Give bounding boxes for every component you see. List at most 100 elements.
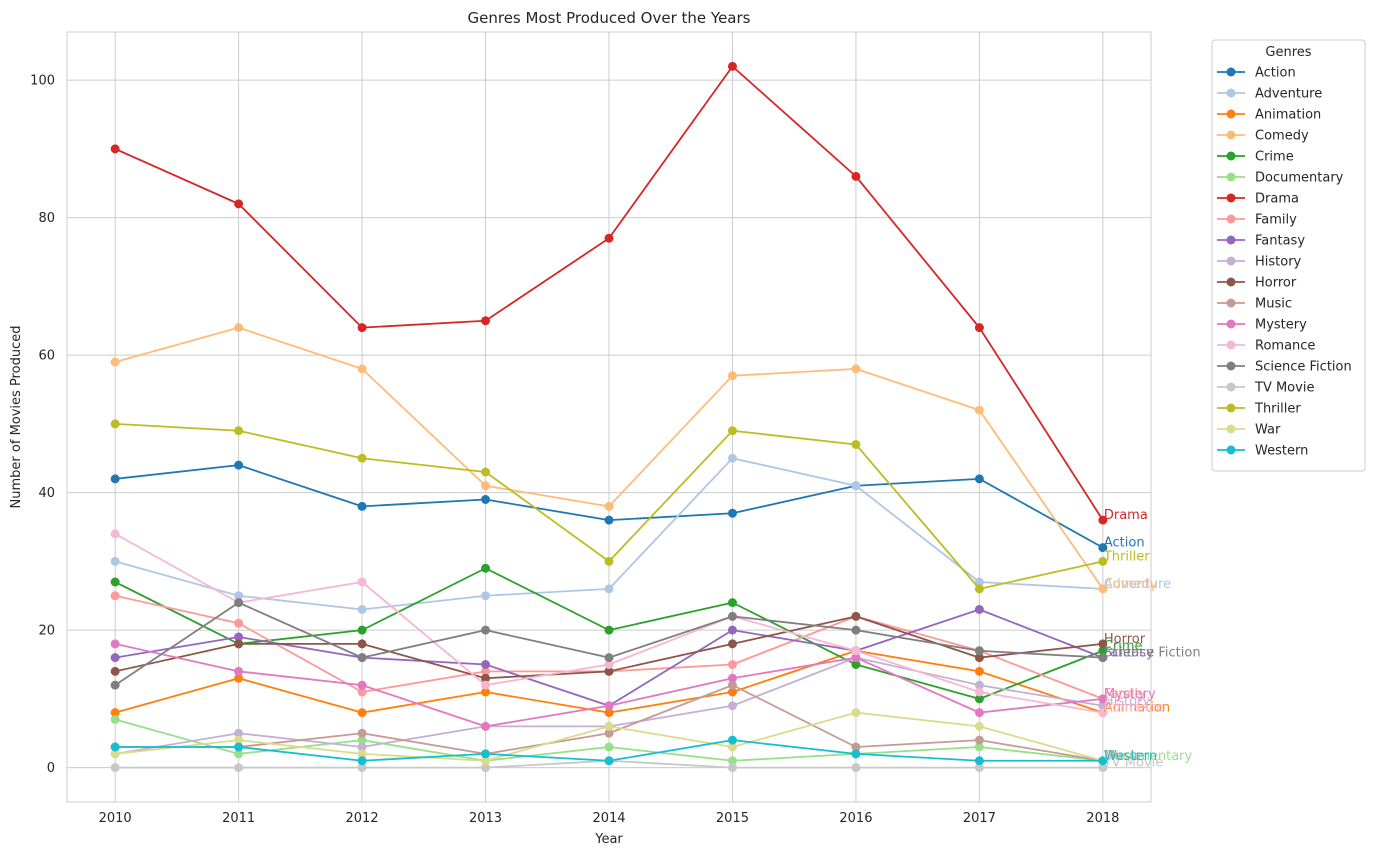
legend-label: Horror	[1255, 276, 1297, 291]
series-lines	[110, 61, 1108, 773]
data-point	[604, 501, 614, 511]
legend-swatch-marker	[1226, 172, 1236, 182]
axis-ticks: 2010 2011 2012 2013 2014 2015 2016 2017 2018 0 20 4…	[30, 74, 1119, 826]
data-point	[357, 577, 367, 587]
data-point	[110, 577, 120, 587]
data-point	[357, 728, 367, 738]
data-point	[851, 611, 861, 621]
data-point	[727, 660, 737, 669]
data-point	[604, 708, 614, 718]
data-point	[234, 323, 244, 333]
x-tick-label: 2015	[716, 811, 749, 826]
series-end-label: Fantasy	[1104, 646, 1154, 661]
data-point	[110, 742, 120, 752]
data-point	[851, 708, 861, 718]
legend-swatch-marker	[1226, 67, 1236, 77]
data-point	[110, 666, 120, 676]
series-end-label: Romance	[1104, 701, 1164, 716]
data-point	[604, 728, 614, 738]
legend-swatch-marker	[1226, 382, 1236, 392]
legend-label: Romance	[1255, 339, 1315, 354]
legend-label: Drama	[1255, 192, 1299, 207]
data-point	[481, 660, 491, 669]
data-point	[851, 171, 861, 181]
data-point	[481, 563, 491, 573]
data-point	[1098, 584, 1108, 594]
legend-swatch-marker	[1226, 361, 1236, 371]
data-point	[481, 673, 491, 683]
data-point	[727, 756, 737, 766]
data-point	[357, 501, 367, 511]
data-point	[604, 653, 614, 663]
data-point	[481, 467, 491, 477]
data-point	[727, 673, 737, 683]
data-point	[974, 687, 984, 697]
data-point	[604, 584, 614, 594]
x-tick-label: 2014	[592, 811, 625, 826]
legend-label: Thriller	[1254, 402, 1301, 417]
data-point	[727, 508, 737, 518]
series-end-label: History	[1104, 694, 1151, 709]
data-point	[234, 460, 244, 470]
legend-item: Thriller	[1217, 402, 1301, 417]
data-point	[481, 763, 491, 773]
legend-label: Documentary	[1255, 171, 1344, 186]
data-point	[357, 680, 367, 690]
series-end-label: Action	[1104, 536, 1145, 551]
data-point	[851, 364, 861, 374]
legend-label: Fantasy	[1255, 234, 1305, 249]
legend-swatch-marker	[1226, 151, 1236, 161]
legend-item: Adventure	[1217, 87, 1322, 102]
data-point	[851, 742, 861, 752]
legend-swatch-marker	[1226, 109, 1236, 119]
data-point	[481, 625, 491, 635]
data-point	[357, 323, 367, 333]
data-point	[851, 763, 861, 773]
data-point	[974, 474, 984, 484]
data-point	[110, 474, 120, 484]
data-point	[234, 666, 244, 676]
data-point	[604, 666, 614, 676]
x-tick-label: 2011	[222, 811, 255, 826]
y-tick-label: 40	[38, 486, 55, 501]
data-point	[481, 687, 491, 697]
data-point	[357, 639, 367, 649]
series-end-label: Mystery	[1104, 687, 1156, 702]
data-point	[234, 735, 244, 745]
legend-swatch-marker	[1226, 214, 1236, 224]
x-tick-label: 2013	[469, 811, 502, 826]
data-point	[234, 199, 244, 209]
series-end-label: War	[1104, 749, 1130, 764]
data-point	[974, 405, 984, 415]
x-tick-label: 2010	[99, 811, 132, 826]
data-point	[604, 742, 614, 752]
y-tick-label: 20	[38, 624, 55, 639]
series-end-labels: Action Adventure Animation Comedy Crime Docum…	[1103, 508, 1201, 771]
legend-swatch-marker	[1226, 235, 1236, 245]
data-point	[974, 666, 984, 676]
data-point	[974, 694, 984, 704]
y-axis-title: Number of Movies Produced	[9, 326, 24, 509]
series-comedy	[110, 323, 1108, 594]
legend-item: War	[1217, 423, 1281, 438]
data-point	[481, 495, 491, 504]
data-point	[1098, 515, 1108, 525]
legend-label: Animation	[1255, 108, 1321, 123]
data-point	[974, 605, 984, 614]
data-point	[1098, 646, 1108, 656]
data-point	[234, 673, 244, 683]
y-tick-label: 60	[38, 349, 55, 364]
legend-label: Crime	[1255, 150, 1294, 165]
data-point	[727, 639, 737, 649]
legend-label: Science Fiction	[1255, 360, 1352, 375]
legend-item: Mystery	[1217, 318, 1307, 333]
legend-label: History	[1255, 255, 1302, 270]
data-point	[110, 708, 120, 718]
legend-swatch-marker	[1226, 256, 1236, 266]
legend-label: Family	[1255, 213, 1297, 228]
data-point	[1098, 756, 1108, 766]
data-point	[974, 721, 984, 731]
series-end-label: Thriller	[1103, 549, 1150, 564]
x-tick-label: 2012	[346, 811, 379, 826]
data-point	[357, 763, 367, 773]
